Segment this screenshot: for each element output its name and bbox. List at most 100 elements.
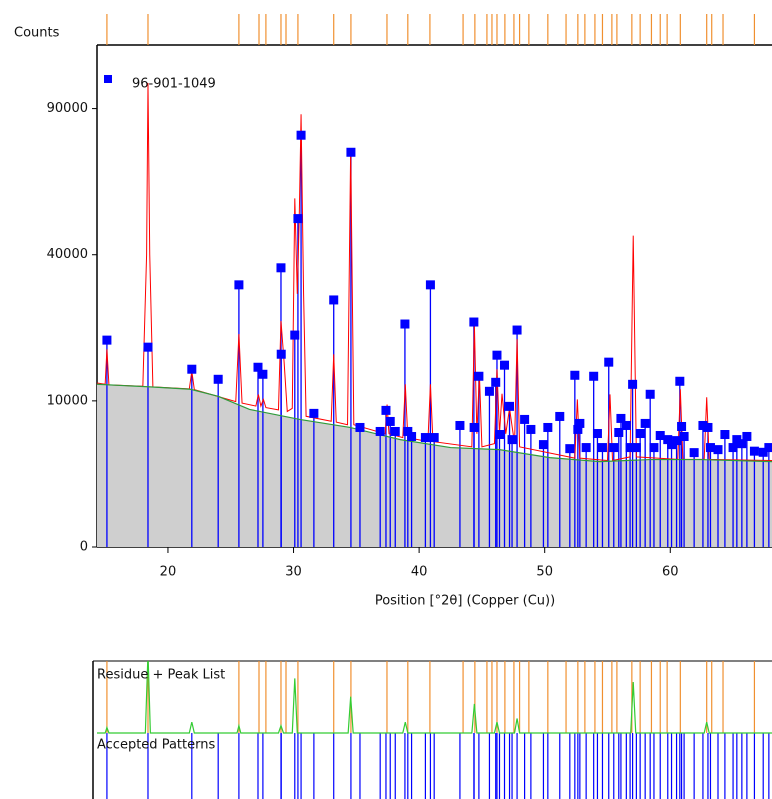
x-tick-label: 30 [285, 565, 302, 580]
reference-marker [469, 422, 479, 432]
reference-marker [640, 418, 650, 428]
reference-marker [677, 421, 687, 431]
reference-marker [403, 426, 413, 436]
reference-marker [604, 357, 614, 367]
reference-marker [679, 431, 689, 441]
reference-marker [675, 376, 685, 386]
reference-marker [663, 435, 673, 445]
reference-marker [732, 435, 742, 445]
reference-marker [520, 414, 530, 424]
residue-panel [97, 661, 772, 799]
reference-marker [381, 405, 391, 415]
reference-marker [500, 360, 510, 370]
reference-marker [491, 377, 501, 387]
x-axis-title: Position [°2θ] (Copper (Cu)) [375, 594, 555, 609]
y-axis-title: Counts [14, 26, 60, 41]
reference-marker [628, 379, 638, 389]
reference-marker [309, 408, 319, 418]
reference-marker [390, 426, 400, 436]
reference-marker [728, 443, 738, 453]
reference-marker [573, 424, 583, 434]
reference-marker [505, 401, 515, 411]
reference-marker [645, 389, 655, 399]
reference-marker [649, 443, 659, 453]
reference-marker [609, 443, 619, 453]
reference-marker [484, 386, 494, 396]
reference-marker [737, 439, 747, 449]
reference-marker [355, 422, 365, 432]
legend-label: 96-901-1049 [132, 77, 216, 92]
reference-marker [705, 443, 715, 453]
reference-marker [689, 448, 699, 458]
reference-marker [425, 280, 435, 290]
reference-marker [742, 431, 752, 441]
reference-marker [589, 371, 599, 381]
reference-marker [631, 443, 641, 453]
y-tick-label: 0 [80, 540, 88, 555]
reference-marker [703, 422, 713, 432]
reference-marker [492, 350, 502, 360]
reference-marker [538, 440, 548, 450]
y-tick-label: 40000 [47, 247, 88, 262]
reference-marker [385, 416, 395, 426]
reference-marker [565, 444, 575, 454]
reference-marker [758, 447, 768, 457]
reference-marker [474, 371, 484, 381]
reference-marker [276, 263, 286, 273]
legend-swatch [104, 75, 112, 83]
y-tick-label: 10000 [47, 393, 88, 408]
reference-marker [455, 420, 465, 430]
reference-marker [420, 433, 430, 443]
reference-marker [616, 413, 626, 423]
reference-marker [764, 443, 772, 453]
reference-marker [375, 426, 385, 436]
reference-marker [526, 424, 536, 434]
reference-marker [293, 214, 303, 224]
reference-marker [469, 317, 479, 327]
reference-marker [543, 422, 553, 432]
reference-marker [102, 335, 112, 345]
reference-marker [296, 130, 306, 140]
x-tick-label: 60 [662, 565, 679, 580]
reference-marker [512, 325, 522, 335]
reference-marker [597, 443, 607, 453]
reference-marker [253, 362, 263, 372]
reference-marker [749, 446, 759, 456]
reference-marker [407, 432, 417, 442]
reference-marker [213, 374, 223, 384]
plot-area [97, 83, 772, 547]
x-tick-label: 20 [160, 565, 177, 580]
residue-line [97, 661, 772, 734]
reference-marker [258, 369, 268, 379]
reference-marker [276, 349, 286, 359]
background-line [97, 383, 772, 463]
reference-marker [667, 440, 677, 450]
reference-marker [290, 330, 300, 340]
reference-marker [507, 435, 517, 445]
reference-marker [713, 445, 723, 455]
reference-marker [143, 342, 153, 352]
reference-marker [329, 295, 339, 305]
y-tick-label: 90000 [47, 101, 88, 116]
panel-label: Residue + Peak List [97, 668, 225, 683]
reference-marker [555, 411, 565, 421]
x-tick-label: 40 [411, 565, 428, 580]
reference-marker [400, 319, 410, 329]
reference-marker [187, 364, 197, 374]
reference-marker [621, 420, 631, 430]
reference-marker [720, 430, 730, 440]
reference-marker [234, 280, 244, 290]
reference-marker [346, 147, 356, 157]
panel-label: Accepted Patterns [97, 738, 215, 753]
reference-marker [575, 418, 585, 428]
reference-marker [635, 429, 645, 439]
x-tick-label: 50 [536, 565, 553, 580]
reference-marker [614, 427, 624, 437]
reference-marker [429, 433, 439, 443]
reference-marker [698, 420, 708, 430]
reference-marker [592, 429, 602, 439]
reference-marker [570, 370, 580, 380]
reference-marker [672, 436, 682, 446]
